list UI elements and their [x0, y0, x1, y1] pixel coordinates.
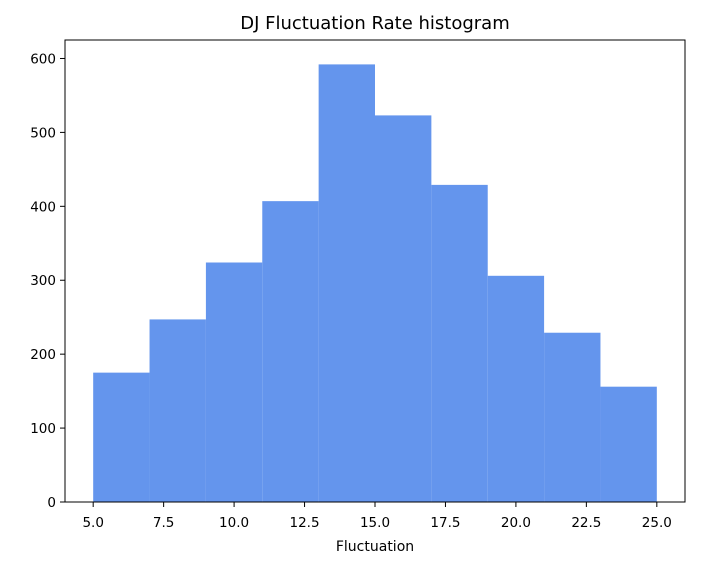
histogram-bar-6	[375, 115, 432, 502]
x-tick-label: 20.0	[501, 515, 531, 531]
y-tick-label: 200	[30, 347, 56, 363]
y-axis-ticks: 0 100 200 300 400 500 600	[30, 51, 65, 511]
x-tick-label: 25.0	[642, 515, 672, 531]
histogram-bar-2	[149, 319, 206, 502]
x-tick-label: 17.5	[430, 515, 460, 531]
histogram-bar-9	[544, 332, 601, 502]
histogram-bar-7	[431, 184, 488, 503]
histogram-bar-10	[600, 386, 657, 502]
histogram-bar-8	[487, 275, 545, 502]
plot-frame	[64, 39, 686, 503]
x-tick-label: 22.5	[571, 515, 601, 531]
y-tick-label: 0	[47, 495, 56, 511]
histogram-bar-4	[262, 201, 319, 502]
chart-title: DJ Fluctuation Rate histogram	[240, 13, 510, 34]
y-tick-label: 500	[30, 125, 56, 141]
x-tick-label: 12.5	[290, 515, 320, 531]
histogram-bar-5	[318, 64, 375, 502]
x-tick-label: 7.5	[153, 515, 174, 531]
x-tick-label: 10.0	[219, 515, 249, 531]
x-tick-label: 15.0	[360, 515, 390, 531]
x-axis-ticks: 5.0 7.5 10.0 12.5 15.0 17.5 20.0 22.5 25.0	[82, 502, 672, 531]
y-tick-label: 300	[30, 273, 56, 289]
histogram-bar-1	[93, 372, 150, 502]
y-tick-label: 600	[30, 51, 56, 67]
x-tick-label: 5.0	[82, 515, 103, 531]
histogram-bar-3	[205, 262, 263, 502]
y-tick-label: 400	[30, 199, 56, 215]
x-axis-label: Fluctuation	[336, 539, 414, 555]
y-tick-label: 100	[30, 421, 56, 437]
bars-group	[93, 64, 657, 503]
